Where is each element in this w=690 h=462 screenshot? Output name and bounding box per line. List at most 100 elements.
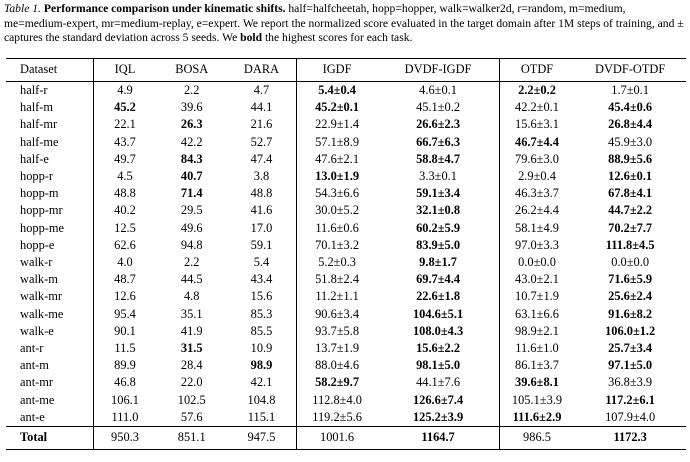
score-cell-igdf: 112.8±4.0 xyxy=(295,391,378,409)
score-cell-bosa: 94.8 xyxy=(180,237,203,252)
score-cell-iql: 40.2 xyxy=(92,202,157,220)
table-row: walk-m 48.7 44.5 43.4 51.8±2.4 69.7±4.4 43.0±2… xyxy=(6,271,686,289)
score-cell-dvdf-igdf: 1164.7 xyxy=(377,426,500,451)
score-cell-dvdf-igdf: 83.9±5.0 xyxy=(416,237,461,252)
score-cell-otdf: 42.2±0.1 xyxy=(498,99,575,117)
score-cell-dvdf-otdf: 45.4±0.6 xyxy=(608,100,653,115)
score-cell-iql: 48.7 xyxy=(92,271,157,289)
score-cell-igdf: 1001.6 xyxy=(295,426,378,451)
score-cell-igdf: 22.9±1.4 xyxy=(295,116,378,134)
score-cell-dvdf-igdf: 108.0±4.3 xyxy=(412,323,464,338)
table-row: half-e 49.7 84.3 47.4 47.6±2.1 58.8±4.7 79.6±3… xyxy=(6,150,686,169)
score-cell-bosa: 29.5 xyxy=(180,203,203,218)
score-cell-iql: 46.8 xyxy=(92,374,157,392)
score-cell-dvdf-otdf: 25.7±3.4 xyxy=(608,341,653,356)
score-cell-igdf: 54.3±6.6 xyxy=(295,185,378,203)
score-cell-igdf: 11.2±1.1 xyxy=(295,288,378,306)
score-cell-igdf: 45.2±0.1 xyxy=(295,99,378,117)
dataset-name: ant-r xyxy=(20,341,44,356)
score-cell-dvdf-igdf: 22.6±1.8 xyxy=(416,289,461,304)
score-cell-iql: 950.3 xyxy=(92,426,157,451)
dataset-name: half-m xyxy=(20,100,54,115)
score-cell-dara: 115.1 xyxy=(247,409,276,424)
score-cell-dara: 947.5 xyxy=(227,426,297,451)
score-cell-dvdf-igdf: 104.6±5.1 xyxy=(412,306,464,321)
score-cell-bosa: 102.5 xyxy=(177,392,206,407)
score-cell-dara: 44.1 xyxy=(250,100,273,115)
score-cell-bosa: 2.2 xyxy=(183,255,200,270)
score-cell-bosa: 851.1 xyxy=(156,426,228,451)
table-row: half-r 4.9 2.2 4.7 5.4±0.4 4.6±0.1 2.2±0.2 1.7±… xyxy=(6,81,686,100)
score-cell-bosa: 44.5 xyxy=(180,272,203,287)
score-cell-igdf: 119.2±5.6 xyxy=(295,408,378,427)
score-cell-dvdf-igdf: 69.7±4.4 xyxy=(416,272,461,287)
score-cell-bosa: 71.4 xyxy=(180,186,203,201)
score-cell-dvdf-otdf: 67.8±4.1 xyxy=(608,186,653,201)
score-cell-dara: 15.6 xyxy=(250,289,273,304)
table-row: ant-r 11.5 31.5 10.9 13.7±1.9 15.6±2.2 11.6±1.… xyxy=(6,340,686,358)
score-cell-dara: 10.9 xyxy=(250,341,273,356)
dataset-name: ant-mr xyxy=(20,375,54,390)
score-cell-dvdf-otdf: 91.6±8.2 xyxy=(608,306,653,321)
score-cell-dvdf-igdf: 126.6±7.4 xyxy=(412,392,464,407)
dataset-name: ant-e xyxy=(20,409,45,424)
score-cell-dvdf-igdf: 9.8±1.7 xyxy=(419,255,457,270)
score-cell-bosa: 39.6 xyxy=(180,100,203,115)
score-cell-bosa: 28.4 xyxy=(180,358,203,373)
score-cell-igdf: 5.2±0.3 xyxy=(295,254,378,272)
score-cell-otdf: 105.1±3.9 xyxy=(498,391,575,409)
score-cell-dara: 41.6 xyxy=(250,203,273,218)
score-cell-otdf: 58.1±4.9 xyxy=(498,219,575,237)
score-cell-dvdf-igdf: 59.1±3.4 xyxy=(416,186,461,201)
score-cell-igdf: 11.6±0.6 xyxy=(295,219,378,237)
score-cell-bosa: 4.8 xyxy=(183,289,200,304)
dataset-name: hopp-r xyxy=(20,169,54,184)
score-cell-iql: 4.0 xyxy=(92,254,157,272)
score-cell-otdf: 79.6±3.0 xyxy=(498,150,575,169)
table-row: walk-me 95.4 35.1 85.3 90.6±3.4 104.6±5.1 63.1… xyxy=(6,305,686,323)
score-cell-otdf: 0.0±0.0 xyxy=(498,254,575,272)
results-table: Dataset IQL BOSA DARA IGDF DVDF-IGDF OTD… xyxy=(6,58,686,451)
column-header: DARA xyxy=(227,58,297,82)
score-cell-iql: 12.6 xyxy=(92,288,157,306)
score-cell-dvdf-otdf: 106.0±1.2 xyxy=(605,323,656,338)
score-cell-otdf: 2.9±0.4 xyxy=(498,168,575,186)
dataset-name: hopp-e xyxy=(20,237,55,252)
score-cell-dara: 5.4 xyxy=(253,255,270,270)
score-cell-otdf: 86.1±3.7 xyxy=(498,357,575,375)
table-body: half-r 4.9 2.2 4.7 5.4±0.4 4.6±0.1 2.2±0.2 1.7±… xyxy=(6,81,686,427)
score-cell-bosa: 26.3 xyxy=(180,117,203,132)
table-row: hopp-me 12.5 49.6 17.0 11.6±0.6 60.2±5.9 58.1±… xyxy=(6,219,686,237)
dataset-name: walk-e xyxy=(20,323,54,338)
score-cell-bosa: 84.3 xyxy=(180,151,203,166)
score-cell-otdf: 15.6±3.1 xyxy=(498,116,575,134)
score-cell-dara: 98.9 xyxy=(250,358,273,373)
table-row: half-me 43.7 42.2 52.7 57.1±8.9 66.7±6.3 46.7±… xyxy=(6,133,686,151)
dataset-name: half-e xyxy=(20,151,49,166)
score-cell-iql: 89.9 xyxy=(92,357,157,375)
dataset-name: ant-m xyxy=(20,358,49,373)
score-cell-dvdf-otdf: 88.9±5.6 xyxy=(608,151,653,166)
table-row: half-m 45.2 39.6 44.1 45.2±0.1 45.1±0.2 42.2±0… xyxy=(6,99,686,117)
score-cell-bosa: 57.6 xyxy=(180,409,203,424)
score-cell-igdf: 13.0±1.9 xyxy=(295,168,378,186)
table-row: ant-me 106.1 102.5 104.8 112.8±4.0 126.6±7.4 1… xyxy=(6,391,686,409)
dataset-name: walk-m xyxy=(20,272,58,287)
dataset-name: ant-me xyxy=(20,392,55,407)
score-cell-iql: 45.2 xyxy=(92,99,157,117)
score-cell-iql: 62.6 xyxy=(92,236,157,255)
score-cell-bosa: 2.2 xyxy=(183,83,200,97)
score-cell-dara: 59.1 xyxy=(250,237,273,252)
table-caption: Table 1. Performance comparison under ki… xyxy=(4,2,686,46)
score-cell-iql: 95.4 xyxy=(92,305,157,323)
score-cell-otdf: 2.2±0.2 xyxy=(498,81,575,100)
score-cell-dvdf-igdf: 3.3±0.1 xyxy=(419,169,457,184)
score-cell-otdf: 97.0±3.3 xyxy=(498,236,575,255)
score-cell-iql: 49.7 xyxy=(92,150,157,169)
score-cell-dara: 4.7 xyxy=(253,83,270,97)
score-cell-dara: 104.8 xyxy=(247,392,276,407)
score-cell-otdf: 46.3±3.7 xyxy=(498,185,575,203)
dataset-name: hopp-mr xyxy=(20,203,63,218)
score-cell-iql: 106.1 xyxy=(92,391,157,409)
score-cell-igdf: 47.6±2.1 xyxy=(295,150,378,169)
